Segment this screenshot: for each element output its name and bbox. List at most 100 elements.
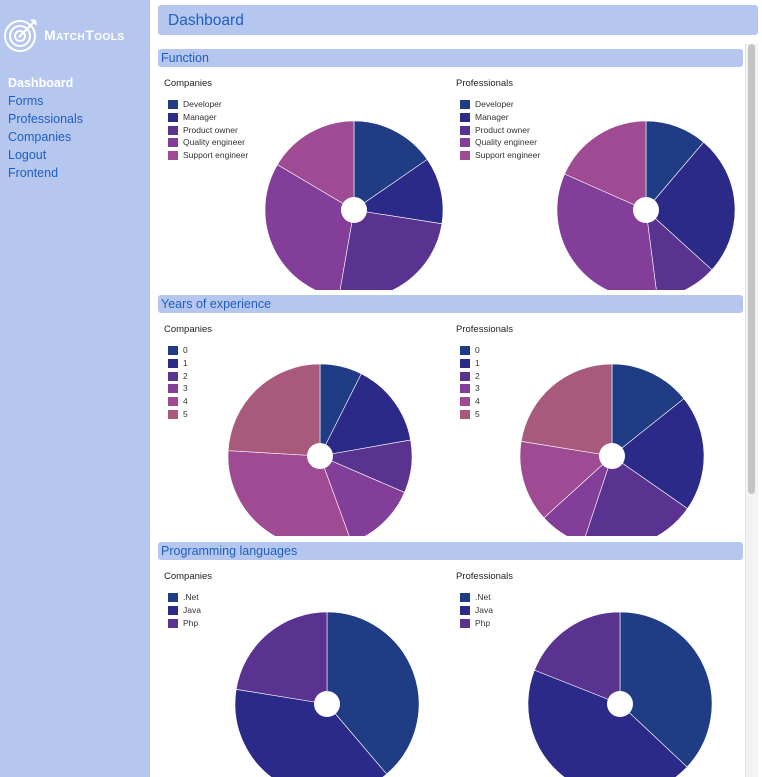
legend-label: 1	[475, 357, 480, 368]
legend-label: Product owner	[183, 124, 238, 135]
legend-swatch	[460, 397, 470, 407]
pie-slice-4[interactable]	[227, 450, 351, 536]
pie-slice-0[interactable]	[611, 363, 685, 457]
legend-label: 5	[183, 408, 188, 419]
pie-slice-quality-engineer[interactable]	[556, 173, 657, 290]
pie-slice-3[interactable]	[319, 455, 405, 536]
section-years-of-experience: Years of experience Companies 0 1 2 3 4 5 Prof…	[158, 290, 743, 536]
pie-slice-4[interactable]	[519, 440, 613, 519]
legend-label: 1	[183, 357, 188, 368]
pie-slice-manager[interactable]	[645, 141, 736, 271]
page-header: Dashboard	[158, 5, 758, 35]
legend-swatch	[168, 100, 178, 109]
nav-item-logout[interactable]: Logout	[8, 148, 47, 162]
legend-label: Manager	[475, 111, 509, 122]
pie-center-hole	[599, 443, 625, 469]
sidebar-nav: Dashboard Forms Professionals Companies …	[8, 74, 83, 182]
pie-slice-java[interactable]	[234, 688, 388, 777]
pie-slice-support-engineer[interactable]	[277, 120, 355, 211]
sidebar: MatchTools Dashboard Forms Professionals…	[0, 0, 150, 777]
pie-slice-1[interactable]	[319, 373, 411, 457]
chart-title: Professionals	[456, 78, 514, 89]
legend-swatch	[460, 125, 470, 135]
pie-slice-2[interactable]	[583, 455, 688, 536]
pie-slice-5[interactable]	[227, 363, 321, 457]
logo[interactable]: MatchTools	[4, 18, 149, 54]
legend-swatch	[460, 138, 470, 148]
pie-slice-developer[interactable]	[353, 120, 428, 211]
legend-label: Java	[183, 604, 201, 615]
pie-slice-support-engineer[interactable]	[564, 120, 647, 211]
section-title: Programming languages	[158, 542, 743, 560]
pie-slice-1[interactable]	[611, 398, 705, 510]
legend-label: 5	[475, 408, 480, 419]
nav-item-companies[interactable]: Companies	[8, 130, 72, 144]
legend-swatch	[168, 125, 178, 135]
legend-label: 4	[475, 396, 480, 407]
scrollbar-thumb[interactable]	[748, 44, 755, 494]
legend-swatch	[460, 346, 470, 355]
section-title-text: Years of experience	[161, 297, 272, 311]
chart-title: Companies	[164, 571, 213, 582]
legend-label: Quality engineer	[183, 137, 245, 148]
pie-chart	[234, 611, 420, 777]
pie-center-hole	[633, 197, 659, 223]
legend-swatch	[460, 371, 470, 381]
target-logo-icon	[4, 19, 37, 52]
legend-label: Java	[475, 604, 493, 615]
legend-swatch	[460, 409, 470, 419]
chart-panel: Professionals .Net Java Php	[450, 560, 742, 777]
legend-label: 3	[183, 383, 188, 394]
dashboard-content: Function Companies Developer Manager Produc…	[158, 44, 744, 777]
chart-title: Professionals	[456, 324, 514, 335]
page-title: Dashboard	[168, 12, 244, 29]
legend-label: 0	[475, 345, 480, 355]
section-title: Years of experience	[158, 295, 743, 313]
pie-slice-manager[interactable]	[353, 159, 444, 225]
legend-swatch	[168, 384, 178, 394]
legend-swatch	[168, 346, 178, 355]
nav-item-frontend[interactable]: Frontend	[8, 166, 59, 180]
pie-slice-java[interactable]	[527, 669, 688, 777]
legend-label: 0	[183, 345, 188, 355]
pie-slice-5[interactable]	[520, 363, 613, 457]
legend-label: .Net	[183, 592, 199, 602]
legend-label: Developer	[183, 99, 222, 109]
pie-slice-quality-engineer[interactable]	[264, 164, 355, 290]
legend-label: 3	[475, 383, 480, 394]
legend-swatch	[168, 112, 178, 122]
nav-item-forms[interactable]: Forms	[8, 94, 44, 108]
legend-label: Php	[183, 617, 199, 628]
legend-swatch	[460, 100, 470, 109]
legend-swatch	[460, 112, 470, 122]
legend-swatch	[168, 151, 178, 161]
pie-chart	[227, 363, 413, 536]
legend-label: Manager	[183, 111, 217, 122]
vertical-scrollbar[interactable]	[745, 44, 758, 777]
chart-title: Professionals	[456, 571, 514, 582]
legend-label: 4	[183, 396, 188, 407]
pie-chart	[556, 120, 736, 290]
pie-chart	[264, 120, 444, 290]
pie-slice-php[interactable]	[235, 611, 328, 705]
chart-panel: Professionals Developer Manager Product own…	[450, 67, 742, 290]
nav-item-dashboard[interactable]: Dashboard	[8, 76, 74, 90]
legend-label: 2	[183, 370, 188, 381]
pie-chart	[527, 611, 713, 777]
legend-label: Developer	[475, 99, 514, 109]
legend-swatch	[460, 151, 470, 161]
chart-panel: Companies .Net Java Php	[158, 560, 450, 777]
legend-swatch	[168, 371, 178, 381]
nav-item-professionals[interactable]: Professionals	[8, 112, 84, 126]
pie-slice-php[interactable]	[534, 611, 621, 705]
legend-label: Support engineer	[183, 150, 249, 161]
pie-slice-product-owner[interactable]	[645, 209, 713, 290]
pie-slice-net[interactable]	[619, 611, 713, 768]
pie-center-hole	[307, 443, 333, 469]
legend-label: 2	[475, 370, 480, 381]
pie-slice-product-owner[interactable]	[339, 209, 443, 290]
legend-label: Php	[475, 617, 491, 628]
pie-slice-net[interactable]	[326, 611, 420, 775]
pie-center-hole	[607, 691, 633, 717]
legend-swatch	[460, 384, 470, 394]
